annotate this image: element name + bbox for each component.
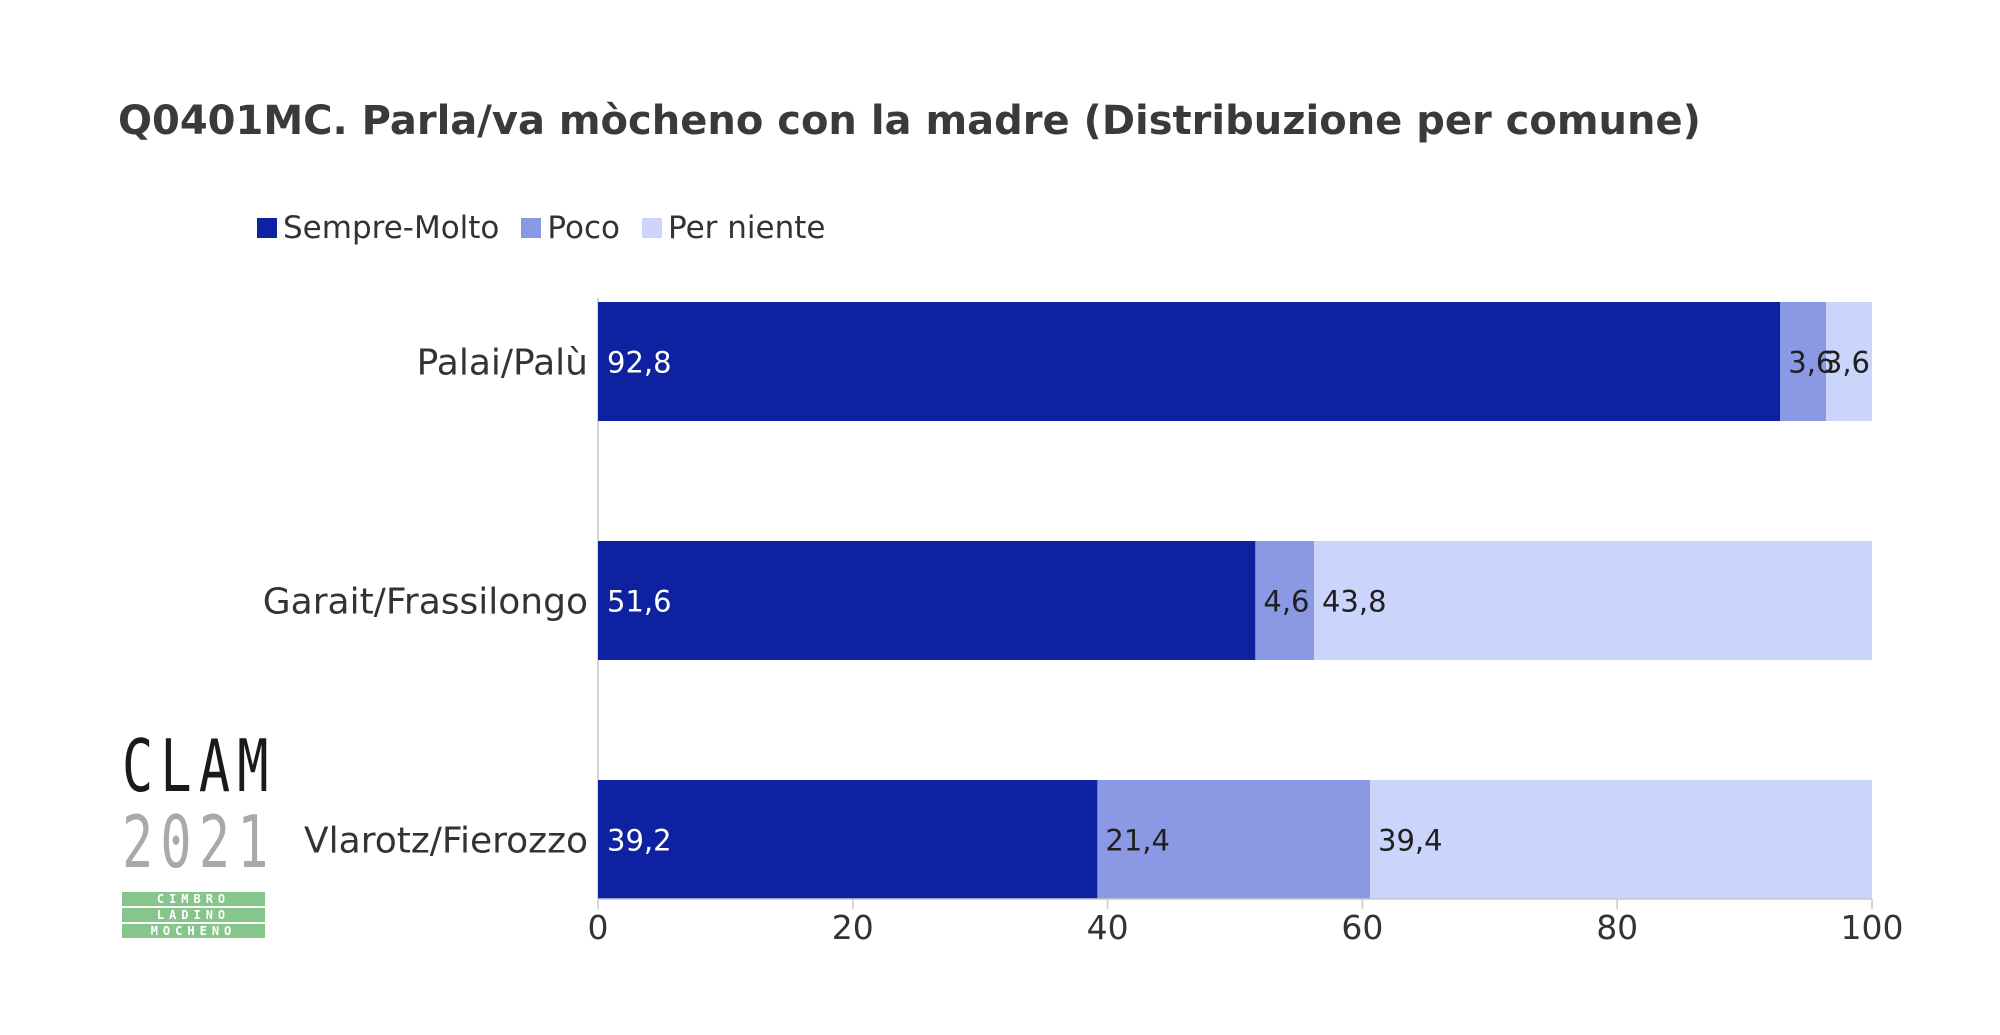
bar-per-niente-palai-pal — [1826, 302, 1872, 421]
data-label-per-niente-palai-pal: 3,6 — [1824, 346, 1870, 380]
data-label-poco-palai-pal: 3,6 — [1788, 346, 1834, 380]
legend-swatch-per-niente — [641, 218, 662, 238]
bar-poco-vlarotz-fierozzo — [1097, 780, 1371, 899]
legend: Sempre-Molto Poco Per niente — [257, 210, 825, 246]
data-label-sempre-molto-vlarotz-fierozzo: 39,2 — [607, 824, 672, 858]
x-tick-label-40: 40 — [1087, 908, 1129, 947]
x-tick-label-80: 80 — [1596, 908, 1638, 947]
legend-label-per-niente: Per niente — [667, 210, 826, 246]
legend-item-poco: Poco — [521, 210, 620, 246]
category-label-vlarotz-fierozzo: Vlarotz/Fierozzo — [304, 821, 588, 862]
logo-year: 2021 — [122, 800, 276, 884]
bar-sempre-molto-palai-pal — [598, 302, 1781, 421]
logo-band-ladino: LADINO — [122, 908, 265, 922]
data-label-poco-vlarotz-fierozzo: 21,4 — [1105, 824, 1170, 858]
bar-per-niente-vlarotz-fierozzo — [1370, 780, 1872, 899]
legend-item-sempre-molto: Sempre-Molto — [257, 210, 499, 246]
chart-title: Q0401MC. Parla/va mòcheno con la madre (… — [118, 98, 1701, 144]
clam-logo: CLAM 2021 CIMBRO LADINO MOCHENO — [122, 724, 276, 938]
x-tick-label-100: 100 — [1841, 908, 1904, 947]
data-label-per-niente-vlarotz-fierozzo: 39,4 — [1378, 824, 1443, 858]
bar-sempre-molto-garait-frassilongo — [598, 541, 1256, 660]
x-tick-label-60: 60 — [1341, 908, 1383, 947]
legend-item-per-niente: Per niente — [641, 210, 826, 246]
category-label-palai-pal: Palai/Palù — [417, 343, 588, 384]
category-label-garait-frassilongo: Garait/Frassilongo — [263, 582, 588, 623]
legend-swatch-sempre-molto — [257, 218, 277, 238]
data-label-sempre-molto-palai-pal: 92,8 — [607, 346, 672, 380]
legend-swatch-poco — [521, 218, 542, 238]
logo-band-mocheno: MOCHENO — [122, 924, 265, 938]
bar-sempre-molto-vlarotz-fierozzo — [598, 780, 1098, 899]
legend-label-sempre-molto: Sempre-Molto — [283, 210, 500, 246]
x-tick-label-20: 20 — [832, 908, 874, 947]
bar-poco-palai-pal — [1780, 302, 1827, 421]
x-tick-label-0: 0 — [588, 908, 609, 947]
legend-label-poco: Poco — [547, 210, 620, 246]
logo-band-cimbro: CIMBRO — [122, 892, 265, 906]
bar-per-niente-garait-frassilongo — [1313, 541, 1872, 660]
data-label-poco-garait-frassilongo: 4,6 — [1263, 585, 1309, 619]
data-label-sempre-molto-garait-frassilongo: 51,6 — [607, 585, 672, 619]
bar-poco-garait-frassilongo — [1255, 541, 1314, 660]
data-label-per-niente-garait-frassilongo: 43,8 — [1322, 585, 1387, 619]
logo-word: CLAM — [122, 724, 276, 808]
